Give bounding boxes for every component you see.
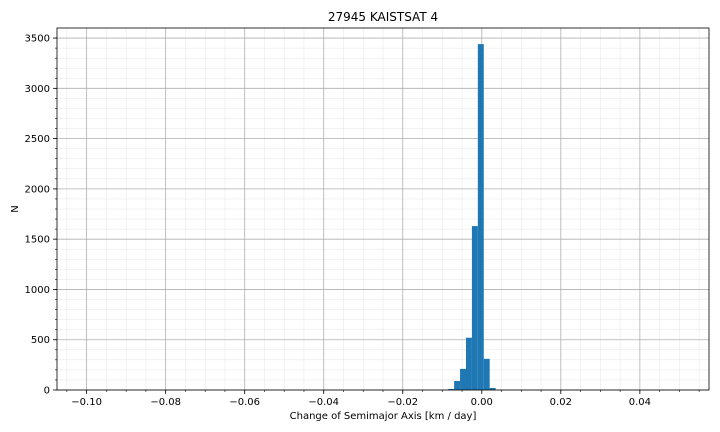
histogram-bar [477,44,484,390]
histogram-bar [454,380,461,390]
histogram-bars [448,44,496,390]
x-tick-label: 0.00 [471,397,493,408]
y-tick-label: 500 [31,335,50,346]
x-tick-label: −0.04 [308,397,339,408]
x-tick-label: −0.06 [229,397,260,408]
histogram-bar [465,337,472,390]
x-axis-ticks: −0.10 −0.08 −0.06 −0.04 −0.02 0.00 0.02 0.04 [66,390,700,408]
x-tick-label: −0.02 [387,397,418,408]
y-tick-label: 2500 [25,134,50,145]
y-tick-label: 1000 [25,285,50,296]
histogram-bar [471,226,478,390]
histogram-bar [460,368,466,390]
x-axis-title: Change of Semimajor Axis [km / day] [290,411,477,422]
y-axis-title: N [10,205,21,212]
y-axis-ticks: 0 500 1000 1500 2000 2500 3000 3500 [25,34,57,397]
major-grid [57,28,709,391]
histogram-bar [489,387,496,390]
y-tick-label: 1500 [25,235,50,246]
y-tick-label: 0 [44,386,50,397]
plot-area: −0.10 −0.08 −0.06 −0.04 −0.02 0.00 0.02 0.04 0 5… [25,27,710,408]
x-tick-label: −0.10 [71,397,102,408]
x-tick-label: 0.04 [629,397,651,408]
y-tick-label: 3500 [25,34,50,45]
y-tick-label: 3000 [25,84,50,95]
y-tick-label: 2000 [25,184,50,195]
x-tick-label: 0.02 [550,397,572,408]
histogram-bar [483,358,490,390]
chart-title: 27945 KAISTSAT 4 [328,10,438,24]
histogram-bar [448,388,455,390]
x-tick-label: −0.08 [150,397,181,408]
